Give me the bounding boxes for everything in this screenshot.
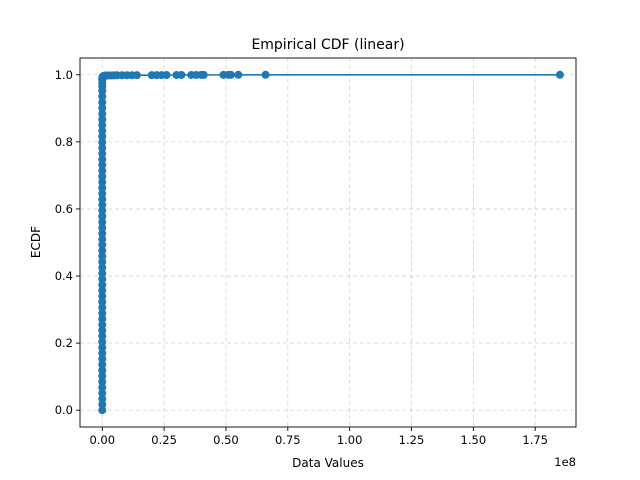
x-tick-label: 1.25 bbox=[399, 433, 425, 447]
ecdf-point bbox=[98, 138, 107, 147]
ecdf-point bbox=[98, 286, 107, 295]
x-tick-label: 1.00 bbox=[337, 433, 363, 447]
ecdf-point bbox=[98, 372, 107, 381]
ecdf-point bbox=[98, 98, 107, 107]
x-tick-label: 1.50 bbox=[461, 433, 487, 447]
ecdf-point bbox=[98, 223, 107, 232]
ecdf-point bbox=[98, 172, 107, 181]
ecdf-point bbox=[162, 71, 171, 80]
ecdf-point bbox=[98, 297, 107, 306]
y-tick-label: 0.8 bbox=[55, 135, 73, 149]
ecdf-point bbox=[98, 183, 107, 192]
ecdf-point bbox=[199, 70, 208, 79]
ecdf-point bbox=[98, 229, 107, 238]
ecdf-line bbox=[101, 73, 560, 411]
ecdf-point bbox=[98, 103, 107, 112]
ecdf-point bbox=[98, 349, 107, 358]
ecdf-point bbox=[98, 240, 107, 249]
ecdf-point bbox=[98, 280, 107, 289]
ecdf-point bbox=[98, 366, 107, 375]
ecdf-point bbox=[98, 263, 107, 272]
ecdf-point bbox=[98, 155, 107, 164]
ecdf-point bbox=[98, 121, 107, 130]
ecdf-point bbox=[98, 360, 107, 369]
ecdf-point bbox=[98, 235, 107, 244]
ecdf-point bbox=[98, 389, 107, 398]
grid-layer bbox=[80, 58, 576, 427]
ecdf-point bbox=[98, 332, 107, 341]
ecdf-point bbox=[98, 354, 107, 363]
ecdf-point bbox=[226, 70, 235, 79]
ecdf-point bbox=[98, 92, 107, 101]
y-tick-label: 0.6 bbox=[55, 202, 73, 216]
plot-frame bbox=[79, 57, 577, 428]
ecdf-point bbox=[98, 343, 107, 352]
ecdf-point bbox=[98, 383, 107, 392]
x-tick-label: 0.00 bbox=[89, 433, 115, 447]
ecdf-point bbox=[98, 115, 107, 124]
ecdf-point bbox=[98, 109, 107, 118]
y-tick-label: 0.2 bbox=[55, 336, 73, 350]
ecdf-point bbox=[98, 166, 107, 175]
y-tick-label: 0.0 bbox=[55, 403, 73, 417]
ecdf-point bbox=[98, 246, 107, 255]
y-axis-label: ECDF bbox=[29, 226, 43, 258]
ecdf-point bbox=[98, 126, 107, 135]
ecdf-point bbox=[132, 71, 141, 80]
x-offset-label: 1e8 bbox=[554, 455, 576, 469]
ecdf-point bbox=[98, 161, 107, 170]
ecdf-point bbox=[98, 303, 107, 312]
tick-layer: 0.00 0.25 0.50 0.75 1.00 1.25 1.50 1.75 0.0 0.2 0.… bbox=[55, 68, 548, 447]
ecdf-point bbox=[98, 218, 107, 227]
ecdf-point bbox=[98, 326, 107, 335]
ecdf-point bbox=[98, 400, 107, 409]
ecdf-point bbox=[98, 406, 107, 415]
ecdf-point bbox=[98, 337, 107, 346]
ecdf-point bbox=[555, 70, 564, 79]
y-tick-label: 1.0 bbox=[55, 68, 73, 82]
ecdf-point bbox=[98, 212, 107, 221]
ecdf-point bbox=[98, 269, 107, 278]
ecdf-point bbox=[98, 178, 107, 187]
ecdf-point bbox=[98, 257, 107, 266]
ecdf-point bbox=[98, 377, 107, 386]
x-tick-label: 0.25 bbox=[151, 433, 177, 447]
x-tick-label: 0.50 bbox=[213, 433, 239, 447]
ecdf-point bbox=[98, 275, 107, 284]
ecdf-point bbox=[98, 314, 107, 323]
x-tick-label: 1.75 bbox=[522, 433, 548, 447]
ecdf-point bbox=[98, 320, 107, 329]
ecdf-point bbox=[98, 149, 107, 158]
ecdf-point bbox=[177, 70, 186, 79]
x-axis-label: Data Values bbox=[292, 456, 364, 470]
ecdf-point bbox=[261, 70, 270, 79]
ecdf-point bbox=[98, 309, 107, 318]
ecdf-point bbox=[234, 70, 243, 79]
ecdf-point bbox=[98, 143, 107, 152]
ecdf-point bbox=[98, 189, 107, 198]
ecdf-point bbox=[98, 132, 107, 141]
chart-title: Empirical CDF (linear) bbox=[251, 37, 404, 53]
ecdf-point bbox=[98, 195, 107, 204]
series-layer bbox=[98, 70, 564, 415]
ecdf-point bbox=[98, 394, 107, 403]
x-tick-label: 0.75 bbox=[275, 433, 301, 447]
ecdf-point bbox=[98, 292, 107, 301]
ecdf-point bbox=[98, 206, 107, 215]
y-tick-label: 0.4 bbox=[55, 269, 73, 283]
ecdf-point bbox=[98, 252, 107, 261]
ecdf-point bbox=[98, 200, 107, 209]
